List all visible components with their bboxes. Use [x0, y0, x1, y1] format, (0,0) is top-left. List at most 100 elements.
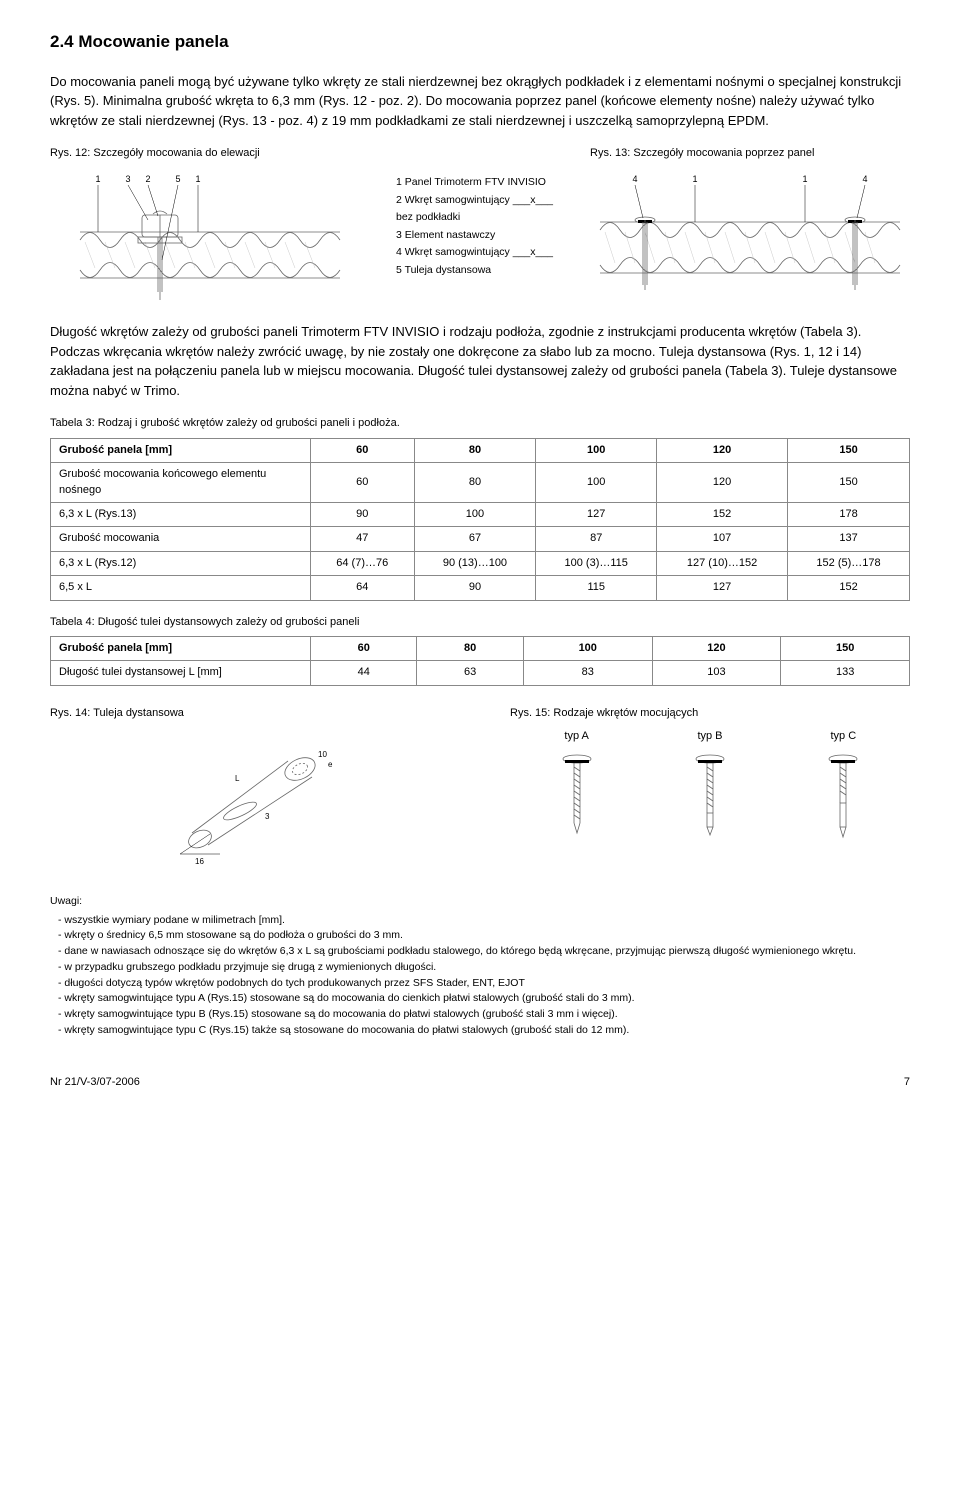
- fig14-caption: Rys. 14: Tuleja dystansowa: [50, 706, 450, 721]
- screw-a-icon: [557, 745, 597, 845]
- table-cell: 83: [523, 661, 652, 685]
- table-cell: 152: [657, 503, 788, 527]
- table-cell: 47: [311, 527, 415, 551]
- figure-14: Rys. 14: Tuleja dystansowa 10 e L 3 16: [50, 706, 450, 874]
- t3-h3: 100: [536, 438, 657, 462]
- t4-h4: 120: [652, 637, 781, 661]
- fig12-svg: 1 3 2 5 1: [50, 170, 370, 300]
- table-cell: 90: [311, 503, 415, 527]
- fig15-caption: Rys. 15: Rodzaje wkrętów mocujących: [510, 706, 910, 721]
- table-cell: 107: [657, 527, 788, 551]
- fig12-marker-1: 1: [95, 174, 100, 184]
- screw-b-icon: [690, 745, 730, 845]
- t3-h4: 120: [657, 438, 788, 462]
- table-row: 6,3 x L (Rys.12)64 (7)…7690 (13)…100100 …: [51, 551, 910, 575]
- table-cell: 152 (5)…178: [788, 551, 910, 575]
- table-cell: 152: [788, 576, 910, 600]
- footer-left: Nr 21/V-3/07-2006: [50, 1075, 140, 1090]
- fig14-d16: 16: [195, 857, 204, 866]
- table3: Grubość panela [mm] 60 80 100 120 150 Gr…: [50, 438, 910, 601]
- t4-h2: 80: [417, 637, 523, 661]
- fig14-dl: L: [235, 774, 240, 783]
- screw-c-icon: [823, 745, 863, 845]
- figure-13: Rys. 13: Szczegóły mocowania poprzez pan…: [590, 146, 910, 304]
- t3-h1: 60: [311, 438, 415, 462]
- table-cell: 64 (7)…76: [311, 551, 415, 575]
- table-cell: 90: [414, 576, 536, 600]
- t4-h3: 100: [523, 637, 652, 661]
- table-cell: 137: [788, 527, 910, 551]
- table-cell: Grubość mocowania końcowego elementu noś…: [51, 463, 311, 503]
- t3-h5: 150: [788, 438, 910, 462]
- table-cell: 64: [311, 576, 415, 600]
- table-cell: 127: [657, 576, 788, 600]
- fig13-marker-4a: 4: [632, 174, 637, 184]
- table-cell: 115: [536, 576, 657, 600]
- fig12-marker-2: 2: [145, 174, 150, 184]
- table-cell: Długość tulei dystansowej L [mm]: [51, 661, 311, 685]
- table-row: 6,3 x L (Rys.13)90100127152178: [51, 503, 910, 527]
- t4-h0: Grubość panela [mm]: [51, 637, 311, 661]
- note-item: - wkręty samogwintujące typu C (Rys.15) …: [58, 1023, 910, 1039]
- figure-row-12-13: Rys. 12: Szczegóły mocowania do elewacji: [50, 146, 910, 304]
- legend-5: 5 Tuleja dystansowa: [396, 262, 570, 279]
- note-item: - wkręty samogwintujące typu B (Rys.15) …: [58, 1007, 910, 1023]
- t3-h0: Grubość panela [mm]: [51, 438, 311, 462]
- table-row: Grubość mocowania końcowego elementu noś…: [51, 463, 910, 503]
- fig12-marker-5: 5: [175, 174, 180, 184]
- table-row: Długość tulei dystansowej L [mm]44638310…: [51, 661, 910, 685]
- fig14-de: e: [328, 760, 333, 769]
- note-item: - w przypadku grubszego podkładu przyjmu…: [58, 960, 910, 976]
- table-cell: 127: [536, 503, 657, 527]
- table-cell: 6,3 x L (Rys.13): [51, 503, 311, 527]
- table4: Grubość panela [mm] 60 80 100 120 150 Dł…: [50, 636, 910, 686]
- table-cell: 90 (13)…100: [414, 551, 536, 575]
- table-cell: 87: [536, 527, 657, 551]
- legend-1: 1 Panel Trimoterm FTV INVISIO: [396, 174, 570, 191]
- table-cell: 100: [414, 503, 536, 527]
- t3-h2: 80: [414, 438, 536, 462]
- screw-a-label: typ A: [557, 729, 597, 744]
- fig13-marker-4b: 4: [862, 174, 867, 184]
- table-cell: 127 (10)…152: [657, 551, 788, 575]
- table-cell: 178: [788, 503, 910, 527]
- note-item: - długości dotyczą typów wkrętów podobny…: [58, 976, 910, 992]
- table-cell: 80: [414, 463, 536, 503]
- screw-type-c: typ C: [823, 729, 863, 850]
- fig13-marker-1a: 1: [692, 174, 697, 184]
- paragraph-2: Długość wkrętów zależy od grubości panel…: [50, 322, 910, 400]
- legend-4: 4 Wkręt samogwintujący ___x___: [396, 244, 570, 261]
- table-cell: 100: [536, 463, 657, 503]
- fig13-caption: Rys. 13: Szczegóły mocowania poprzez pan…: [590, 146, 910, 161]
- screw-b-label: typ B: [690, 729, 730, 744]
- table-cell: 63: [417, 661, 523, 685]
- note-item: - dane w nawiasach odnoszące się do wkrę…: [58, 944, 910, 960]
- fig14-svg: 10 e L 3 16: [50, 729, 450, 869]
- table-cell: 44: [311, 661, 417, 685]
- lower-figures: Rys. 14: Tuleja dystansowa 10 e L 3 16: [50, 706, 910, 874]
- page-footer: Nr 21/V-3/07-2006 7: [50, 1069, 910, 1090]
- table-cell: 120: [657, 463, 788, 503]
- table3-title: Tabela 3: Rodzaj i grubość wkrętów zależ…: [50, 416, 910, 431]
- footer-right: 7: [904, 1075, 910, 1090]
- note-item: - wkręty o średnicy 6,5 mm stosowane są …: [58, 928, 910, 944]
- fig13-svg: 4 1 1 4: [590, 170, 910, 300]
- table-cell: 150: [788, 463, 910, 503]
- figure-15: Rys. 15: Rodzaje wkrętów mocujących typ …: [510, 706, 910, 874]
- notes-title: Uwagi:: [50, 894, 910, 910]
- fig14-d3: 3: [265, 812, 270, 821]
- fig14-d10: 10: [318, 750, 327, 759]
- fig12-caption: Rys. 12: Szczegóły mocowania do elewacji: [50, 146, 370, 161]
- figure-legend: 1 Panel Trimoterm FTV INVISIO 2 Wkręt sa…: [390, 146, 570, 304]
- table-cell: 6,5 x L: [51, 576, 311, 600]
- table-cell: 67: [414, 527, 536, 551]
- table-cell: 100 (3)…115: [536, 551, 657, 575]
- intro-paragraph: Do mocowania paneli mogą być używane tyl…: [50, 72, 910, 131]
- t4-h1: 60: [311, 637, 417, 661]
- legend-2: 2 Wkręt samogwintujący ___x___ bez podkł…: [396, 192, 570, 226]
- table-row: Grubość mocowania476787107137: [51, 527, 910, 551]
- screw-c-label: typ C: [823, 729, 863, 744]
- section-heading: 2.4 Mocowanie panela: [50, 30, 910, 54]
- fig12-marker-1b: 1: [195, 174, 200, 184]
- legend-3: 3 Element nastawczy: [396, 227, 570, 244]
